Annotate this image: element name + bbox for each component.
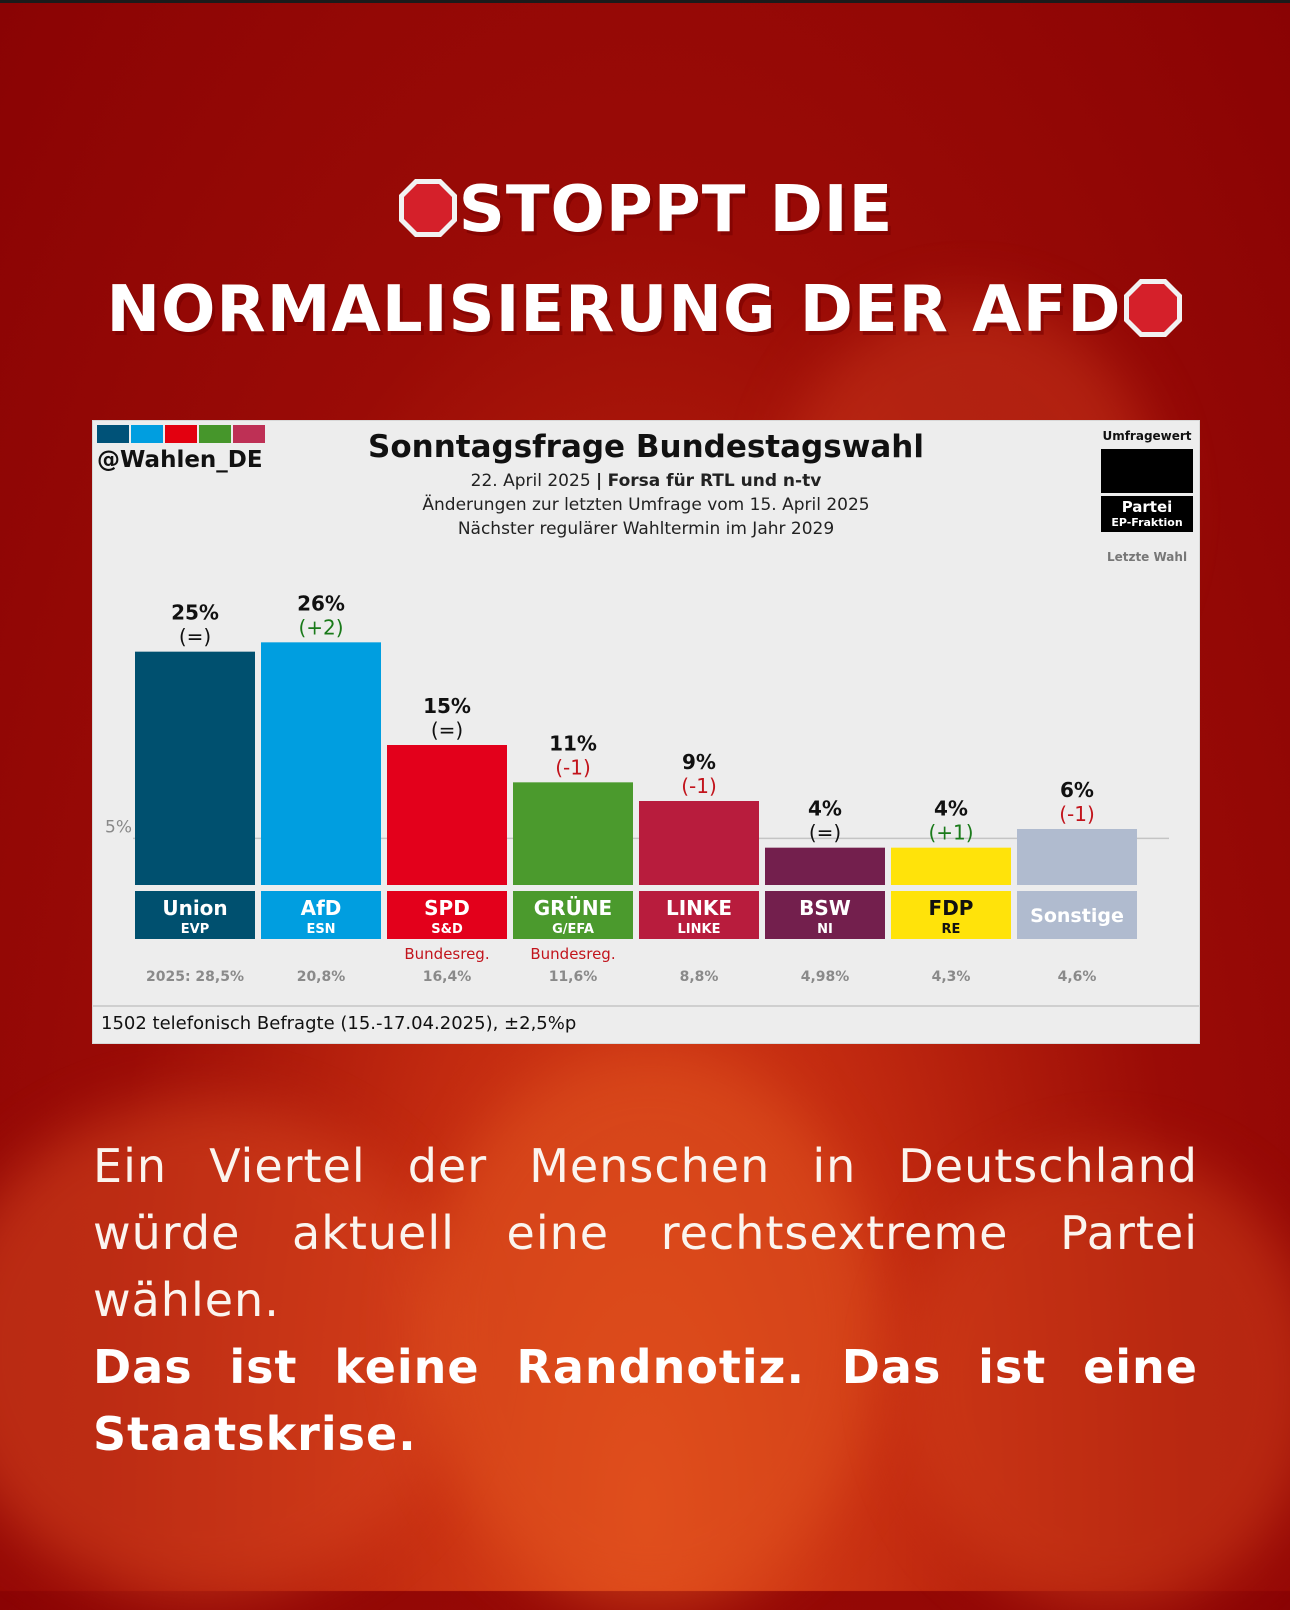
party-label-box	[639, 891, 759, 939]
source-handle: @Wahlen_DE	[97, 447, 263, 473]
bar-change-label: (=)	[431, 718, 463, 742]
color-swatch	[233, 425, 265, 443]
bar-change-label: (-1)	[681, 774, 717, 798]
party-label-box	[765, 891, 885, 939]
bar-6	[891, 847, 1011, 885]
separator: |	[596, 471, 603, 491]
last-election-value: 4,6%	[1058, 969, 1097, 985]
last-election-value: 11,6%	[549, 969, 598, 985]
party-name: SPD	[424, 896, 470, 920]
color-swatch	[199, 425, 231, 443]
chart-title: Sonntagsfrage Bundestagswahl	[368, 429, 924, 465]
party-label-box	[891, 891, 1011, 939]
legend-letzte-wahl: Letzte Wahl	[1106, 550, 1188, 564]
bar-0	[135, 651, 255, 885]
bar-value-label: 15%	[423, 694, 471, 718]
bar-value-label: 4%	[934, 797, 968, 821]
last-election-value: 4,3%	[932, 969, 971, 985]
last-election-value: 2025: 28,5%	[146, 969, 244, 985]
poll-date: 22. April 2025	[470, 471, 591, 491]
last-election-value: 16,4%	[423, 969, 472, 985]
party-name: FDP	[929, 896, 974, 920]
party-name: AfD	[301, 896, 342, 920]
body-paragraph: Ein Viertel der Menschen in Deutschland …	[93, 1139, 1198, 1327]
bar-2	[387, 745, 507, 885]
threshold-label: 5%	[105, 817, 132, 837]
party-label-box	[513, 891, 633, 939]
bar-change-label: (-1)	[1059, 802, 1095, 826]
bar-value-label: 9%	[682, 750, 716, 774]
ep-group-label: LINKE	[678, 922, 721, 937]
bar-1	[261, 642, 381, 885]
poll-chart-panel: @Wahlen_DE Sonntagsfrage Bundestagswahl …	[92, 420, 1200, 1044]
headline-line-2: NORMALISIERUNG DER AFD	[0, 260, 1290, 360]
chart-footer-divider	[93, 1005, 1199, 1007]
party-label-box	[261, 891, 381, 939]
flame-glow	[0, 1100, 460, 1600]
last-election-value: 8,8%	[680, 969, 719, 985]
government-note: Bundesreg.	[530, 945, 615, 963]
bar-value-label: 25%	[171, 601, 219, 625]
party-label-box	[1017, 891, 1137, 939]
bar-value-label: 11%	[549, 731, 597, 755]
flame-glow	[420, 1050, 880, 1610]
party-name: BSW	[799, 896, 851, 920]
headline-line-1: STOPPT DIE	[0, 160, 1290, 260]
party-name: GRÜNE	[534, 896, 612, 920]
bar-change-label: (+1)	[928, 821, 973, 845]
bar-value-label: 4%	[808, 797, 842, 821]
legend-key: Umfragewert Partei EP-Fraktion Letzte Wa…	[1101, 429, 1193, 564]
bar-7	[1017, 829, 1137, 885]
ep-group-label: RE	[942, 922, 961, 937]
party-name: LINKE	[666, 896, 732, 920]
bar-value-label: 6%	[1060, 778, 1094, 802]
ep-group-label: EVP	[181, 922, 209, 937]
bar-4	[639, 801, 759, 885]
color-swatch	[97, 425, 129, 443]
body-text: Ein Viertel der Menschen in Deutschland …	[93, 1133, 1198, 1468]
bar-change-label: (=)	[809, 821, 841, 845]
stop-sign-icon	[1123, 279, 1182, 337]
legend-value-box	[1101, 449, 1193, 493]
headline: STOPPT DIE NORMALISIERUNG DER AFD	[0, 160, 1290, 360]
bar-5	[765, 847, 885, 885]
flame-glow	[900, 1150, 1290, 1610]
top-border	[0, 0, 1290, 3]
ep-group-label: NI	[817, 922, 833, 937]
headline-line-2-text: NORMALISIERUNG DER AFD	[106, 273, 1122, 347]
ep-group-label: ESN	[306, 922, 335, 937]
last-election-value: 4,98%	[801, 969, 850, 985]
ep-group-label: G/EFA	[552, 922, 594, 937]
bar-change-label: (-1)	[555, 755, 591, 779]
ep-group-label: S&D	[431, 922, 463, 937]
poll-source: Forsa für RTL und n-tv	[607, 471, 822, 491]
color-swatch	[131, 425, 163, 443]
party-name: Sonstige	[1030, 905, 1124, 927]
chart-footer: 1502 telefonisch Befragte (15.-17.04.202…	[101, 1013, 577, 1034]
body-emphasis: Das ist keine Randnotiz. Das ist eine St…	[93, 1340, 1198, 1461]
color-swatch	[165, 425, 197, 443]
changes-note: Änderungen zur letzten Umfrage vom 15. A…	[422, 495, 870, 515]
party-label-box	[387, 891, 507, 939]
legend-umfragewert: Umfragewert	[1102, 429, 1192, 443]
party-color-swatches	[97, 425, 265, 443]
stop-sign-icon	[398, 179, 457, 237]
legend-ep-fraktion: EP-Fraktion	[1111, 516, 1183, 529]
last-election-value: 20,8%	[297, 969, 346, 985]
legend-party-box: Partei EP-Fraktion	[1101, 496, 1193, 532]
party-label-box	[135, 891, 255, 939]
legend-partei: Partei	[1121, 498, 1173, 516]
next-election-note: Nächster regulärer Wahltermin im Jahr 20…	[457, 519, 835, 539]
party-name: Union	[162, 896, 227, 920]
bar-change-label: (=)	[179, 625, 211, 649]
bar-change-label: (+2)	[298, 615, 343, 639]
government-note: Bundesreg.	[404, 945, 489, 963]
bar-value-label: 26%	[297, 591, 345, 615]
bar-3	[513, 782, 633, 885]
chart-date-source: 22. April 2025 | Forsa für RTL und n-tv	[93, 471, 1199, 491]
headline-line-1-text: STOPPT DIE	[458, 173, 894, 247]
